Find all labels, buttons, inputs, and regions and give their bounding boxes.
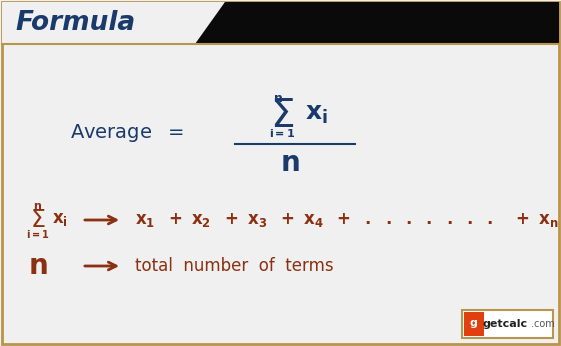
Bar <box>464 312 484 336</box>
Text: Average  $=$: Average $=$ <box>70 122 184 144</box>
Text: $\mathbf{n}$: $\mathbf{n}$ <box>273 91 283 104</box>
Text: .com: .com <box>531 319 555 329</box>
Text: $\mathbf{x_1\ \ +\ x_2\ \ +\ x_3\ \ +\ x_4\ \ +\ \ .\ \ .\ \ .\ \ .\ \ .\ \ .\ \: $\mathbf{x_1\ \ +\ x_2\ \ +\ x_3\ \ +\ x… <box>135 211 559 229</box>
Text: $\mathbf{x_i}$: $\mathbf{x_i}$ <box>305 102 328 126</box>
Text: total  number  of  terms: total number of terms <box>135 257 334 275</box>
Text: $\mathbf{i = 1}$: $\mathbf{i = 1}$ <box>269 127 295 139</box>
Text: $\mathbf{i = 1}$: $\mathbf{i = 1}$ <box>26 228 50 240</box>
Polygon shape <box>195 2 559 44</box>
Text: $\mathbf{n}$: $\mathbf{n}$ <box>280 149 300 177</box>
Text: $\mathbf{n}$: $\mathbf{n}$ <box>34 201 43 211</box>
Text: $\Sigma$: $\Sigma$ <box>270 97 294 135</box>
Polygon shape <box>2 2 225 44</box>
Text: $\mathbf{n}$: $\mathbf{n}$ <box>28 252 48 280</box>
Text: $\Sigma$: $\Sigma$ <box>30 208 46 232</box>
Text: getcalc: getcalc <box>482 319 527 329</box>
Bar <box>462 310 553 338</box>
Text: Formula: Formula <box>15 10 135 36</box>
Text: $\mathbf{g}$: $\mathbf{g}$ <box>470 318 479 330</box>
Text: $\mathbf{x_i}$: $\mathbf{x_i}$ <box>52 210 68 228</box>
